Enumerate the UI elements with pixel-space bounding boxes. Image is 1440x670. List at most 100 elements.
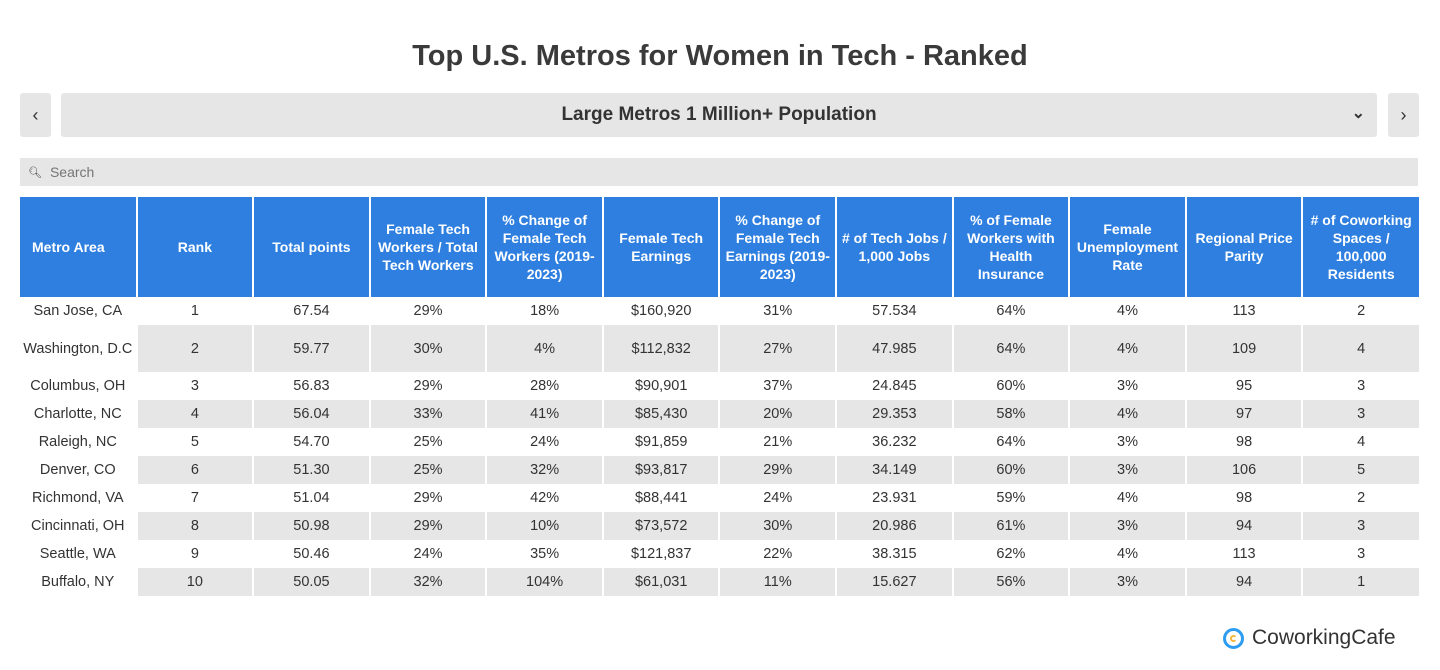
column-header[interactable]: % Change of Female Tech Workers (2019-20… [485,197,603,297]
column-header[interactable]: Female Tech Workers / Total Tech Workers [368,197,487,297]
table-cell: 4% [1068,325,1186,372]
table-row: Columbus, OH 3 56.83 29% 28% $90,901 37% 24.845… [20,372,1419,400]
table-cell: 50.98 [252,512,370,540]
table-cell: 4 [135,400,254,428]
table-cell: 41% [485,400,603,428]
table-cell: 59% [951,484,1070,512]
prev-button[interactable]: ‹ [20,93,51,137]
table-cell: 21% [718,428,837,456]
table-cell: 6 [135,456,254,484]
table-cell: 3% [1068,372,1186,400]
table-cell: 2 [1301,297,1419,325]
table-cell: 95 [1184,372,1303,400]
category-select[interactable]: Large Metros 1 Million+ Population ⌄ [61,93,1377,137]
table-cell: 24% [718,484,837,512]
table-cell: 23.931 [835,484,953,512]
table-header-row: Metro Area Rank Total points Female Tech Wo… [20,197,1419,297]
search-input[interactable] [47,163,1352,181]
table-cell: 57.534 [835,297,953,325]
table-cell: 113 [1184,297,1303,325]
table-cell: 64% [951,428,1070,456]
column-header[interactable]: Regional Price Parity [1184,197,1303,297]
table-cell: 64% [951,297,1070,325]
table-cell: $160,920 [601,297,720,325]
table-cell: Raleigh, NC [38,434,117,450]
table-cell: $91,859 [601,428,720,456]
table-cell: 29% [368,372,487,400]
table-cell: 31% [718,297,837,325]
table-cell: $90,901 [601,372,720,400]
table-cell: 51.30 [252,456,370,484]
table-row: Charlotte, NC 4 56.04 33% 41% $85,430 20% 29.35… [20,400,1419,428]
table-cell: 3 [1301,372,1419,400]
table-cell: Richmond, VA [31,490,124,506]
table-cell: Buffalo, NY [20,568,137,596]
table-cell: 62% [951,540,1070,568]
chevron-right-icon: › [1400,104,1407,125]
table-row: San Jose, CA 1 67.54 29% 18% $160,920 31% 57.53… [20,297,1419,325]
table-cell: 20.986 [835,512,953,540]
table-cell: 4 [1301,325,1419,372]
column-header[interactable]: Rank [135,197,254,297]
table-cell: 42% [485,484,603,512]
table-cell: $88,441 [601,484,720,512]
table-cell: 50.05 [252,568,370,596]
column-header[interactable]: # of Tech Jobs / 1,000 Jobs [835,197,953,297]
table-cell: 32% [485,456,603,484]
table-cell: $61,031 [601,568,720,596]
table-cell: 35% [485,540,603,568]
table-cell: 60% [951,372,1070,400]
table-cell: Cincinnati, OH [20,512,137,540]
table-cell: 5 [135,428,254,456]
table-cell: 4% [1068,297,1186,325]
table-row: Buffalo, NY 10 50.05 32% 104% $61,031 11% 15.62… [20,568,1419,596]
column-header[interactable]: # of Coworking Spaces / 100,000 Resident… [1301,197,1419,297]
table-cell: 25% [368,428,487,456]
column-header[interactable]: % Change of Female Tech Earnings (2019-2… [718,197,837,297]
table-cell: 94 [1184,512,1303,540]
table-cell: Columbus, OH [30,378,126,394]
table-cell: 5 [1301,456,1419,484]
table-cell: 3% [1068,568,1186,596]
column-header[interactable]: Total points [252,197,370,297]
table-cell: 4% [485,325,603,372]
table-cell: 64% [951,325,1070,372]
table-cell: 56% [951,568,1070,596]
table-cell: Washington, D.C [20,325,137,372]
table-cell: 38.315 [835,540,953,568]
table-cell: 1 [1301,568,1419,596]
table-cell: 34.149 [835,456,953,484]
table-cell: 4% [1068,540,1186,568]
table-cell: 4 [1301,428,1419,456]
table-cell: $121,837 [601,540,720,568]
table-cell: 9 [135,540,254,568]
table-row: Denver, CO 6 51.30 25% 32% $93,817 29% 34.149 60… [20,456,1419,484]
table-cell: 25% [368,456,487,484]
table-cell: 61% [951,512,1070,540]
table-cell: 29% [368,484,487,512]
column-header[interactable]: % of Female Workers with Health Insuranc… [951,197,1070,297]
table-cell: 3 [1301,400,1419,428]
table-cell: 3% [1068,456,1186,484]
table-cell: 58% [951,400,1070,428]
logo-icon [1223,627,1244,649]
column-header[interactable]: Metro Area [20,197,137,297]
table-cell: 37% [718,372,837,400]
table-cell: San Jose, CA [33,303,123,319]
chevron-left-icon: ‹ [32,104,39,125]
table-cell: $112,832 [601,325,720,372]
column-header[interactable]: Female Unemployment Rate [1068,197,1186,297]
table-cell: 29% [368,512,487,540]
next-button[interactable]: › [1388,93,1419,137]
table-cell: 36.232 [835,428,953,456]
table-cell: 54.70 [252,428,370,456]
table-cell: 29% [368,297,487,325]
table-cell: 3% [1068,512,1186,540]
table-cell: 2 [135,325,254,372]
table-cell: 1 [135,297,254,325]
table-cell: 94 [1184,568,1303,596]
table-cell: 104% [485,568,603,596]
column-header[interactable]: Female Tech Earnings [601,197,720,297]
search-bar: 🔍︎ [20,158,1418,186]
table-cell: 67.54 [252,297,370,325]
